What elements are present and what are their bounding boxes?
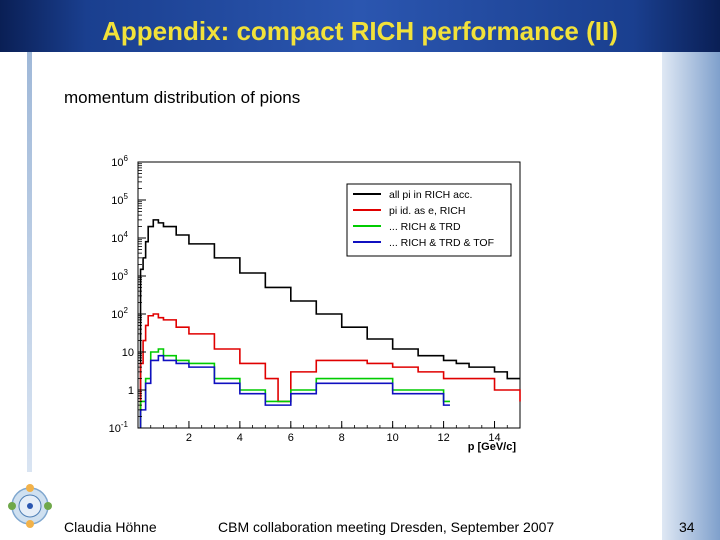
slide-subtitle: momentum distribution of pions [64,88,301,107]
y-tick-label: 104 [111,230,128,245]
x-tick-label: 6 [288,432,294,444]
legend-entry-1: pi id. as e, RICH [389,205,465,217]
x-axis-label: p [GeV/c] [468,441,517,453]
series-line-3 [139,354,450,428]
x-tick-label: 4 [237,432,243,444]
cbm-logo-icon [8,484,52,528]
x-tick-label: 10 [387,432,399,444]
legend-entry-2: ... RICH & TRD [389,221,461,233]
footer-page-number: 34 [679,519,695,535]
legend-entry-3: ... RICH & TRD & TOF [389,237,494,249]
x-tick-label: 8 [339,432,345,444]
right-accent-panel [662,52,720,540]
x-tick-label: 2 [186,432,192,444]
legend-entry-0: all pi in RICH acc. [389,189,472,201]
y-tick-label: 10 [122,347,134,359]
x-tick-label: 12 [437,432,449,444]
legend-box [346,183,512,257]
footer-meeting: CBM collaboration meeting Dresden, Septe… [218,519,555,535]
left-accent-bar [27,52,32,472]
x-tick-label: 14 [488,432,500,444]
title-bar [0,0,720,52]
y-tick-label: 10-1 [109,420,129,435]
slide-title: Appendix: compact RICH performance (II) [102,16,618,46]
y-tick-label: 103 [111,268,128,283]
series-line-1 [139,313,521,428]
y-tick-label: 102 [111,306,128,321]
y-tick-label: 105 [111,192,128,207]
footer-author: Claudia Höhne [64,519,157,535]
series-line-2 [139,348,450,428]
y-tick-label: 106 [111,154,128,169]
series-line-0 [139,219,520,428]
y-tick-label: 1 [128,385,134,397]
